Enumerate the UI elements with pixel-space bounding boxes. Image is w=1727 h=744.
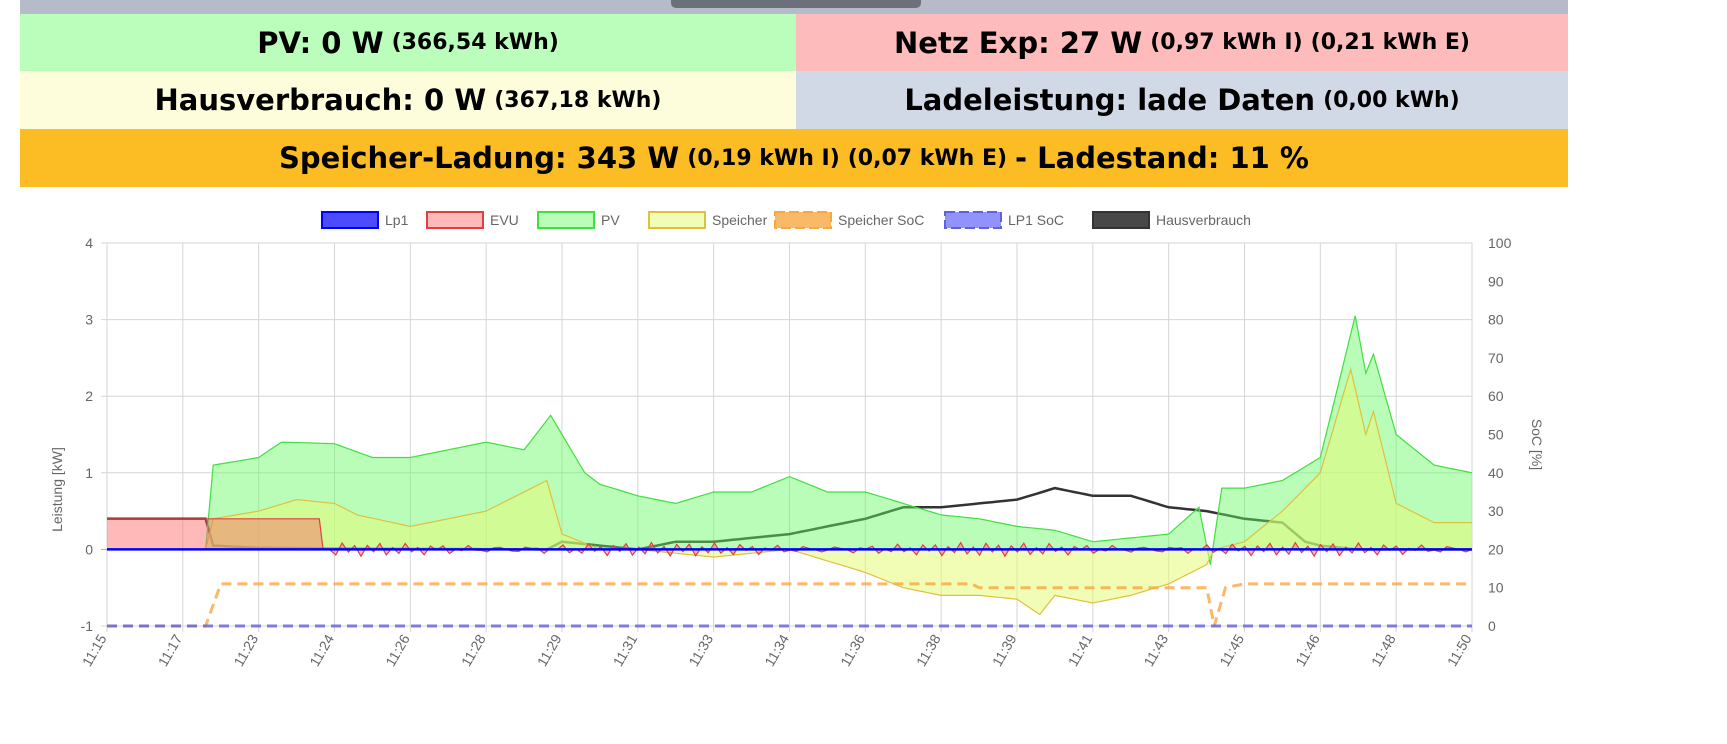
legend-label-pv: PV [601,212,620,228]
y2-tick-label: 30 [1488,503,1504,519]
netz-import: (0,97 kWh I) [1150,30,1303,55]
y2-tick-label: 20 [1488,541,1504,557]
netz-export: (0,21 kWh E) [1310,30,1470,55]
pv-line [107,315,1473,565]
y2-tick-label: 100 [1488,235,1512,251]
x-tick-label: 11:38 [913,631,944,669]
y2-tick-label: 50 [1488,427,1504,443]
y-tick-label: 1 [85,465,93,481]
legend-label-lp1-soc: LP1 SoC [1008,212,1064,228]
legend-label-hausverbrauch: Hausverbrauch [1156,212,1251,228]
y-axis-title: Leistung [kW] [49,447,65,532]
legend-label-speicher-soc: Speicher SoC [838,212,924,228]
netz-panel: Netz Exp: 27 W (0,97 kWh I) (0,21 kWh E) [796,14,1568,71]
speicher-export: (0,07 kWh E) [847,145,1008,171]
y2-tick-label: 80 [1488,312,1504,328]
pv-area [107,315,1472,565]
pv-panel: PV: 0 W (366,54 kWh) [20,14,796,71]
haus-total: (367,18 kWh) [494,87,662,113]
pull-down-handle[interactable] [671,0,921,8]
x-tick-label: 11:33 [685,631,716,669]
x-tick-label: 11:48 [1368,631,1399,669]
x-tick-label: 11:39 [989,631,1020,669]
x-tick-label: 11:15 [79,631,110,669]
legend-swatch-lp1 [321,211,379,229]
y2-tick-label: 70 [1488,350,1504,366]
speicher-soc: - Ladestand: 11 % [1015,141,1309,175]
speicher-panel: Speicher-Ladung: 343 W (0,19 kWh I) (0,0… [20,129,1568,187]
x-tick-label: 11:34 [761,631,792,669]
y-tick-label: -1 [81,618,94,634]
y-tick-label: 4 [85,235,93,251]
y2-axis-title: SoC [%] [1529,419,1545,470]
hausverbrauch-panel: Hausverbrauch: 0 W (367,18 kWh) [20,71,796,129]
ladeleistung-panel: Ladeleistung: lade Daten (0,00 kWh) [796,71,1568,129]
legend-swatch-evu [426,211,484,229]
lade-label: Ladeleistung: lade Daten [904,83,1316,117]
speicher-soc-line [107,582,1472,628]
y2-tick-label: 40 [1488,465,1504,481]
netz-label: Netz Exp: 27 W [894,25,1143,60]
haus-label: Hausverbrauch: 0 W [154,83,487,117]
legend-swatch-pv [537,211,595,229]
power-chart: 11:15 11:17 11:23 11:24 11:26 11:28 11:29 11:31… [49,211,1545,669]
legend-label-evu: EVU [490,212,519,228]
legend-label-speicher: Speicher [712,212,768,228]
legend-swatch-speicher [648,211,706,229]
speicher-import: (0,19 kWh I) [687,145,840,171]
x-tick-label: 11:41 [1065,631,1096,669]
speicher-area [107,369,1472,615]
x-tick-label: 11:24 [306,631,337,669]
evu-area [107,518,1472,557]
legend-swatch-hausverbrauch [1092,211,1150,229]
legend-label-lp1: Lp1 [385,212,409,228]
x-tick-label: 11:46 [1292,631,1323,669]
y-tick-label: 2 [85,388,93,404]
y2-tick-label: 10 [1488,580,1504,596]
x-tick-label: 11:17 [155,631,186,669]
x-tick-label: 11:43 [1140,631,1171,669]
speicher-label: Speicher-Ladung: 343 W [279,141,680,175]
pv-total: (366,54 kWh) [391,30,559,55]
lade-total: (0,00 kWh) [1323,87,1460,113]
y2-tick-label: 90 [1488,273,1504,289]
x-tick-label: 11:29 [534,631,565,669]
y-tick-label: 3 [85,312,93,328]
y-tick-label: 0 [85,541,93,557]
x-tick-label: 11:28 [458,631,489,669]
y2-tick-label: 0 [1488,618,1496,634]
x-tick-label: 11:26 [382,631,413,669]
x-tick-label: 11:45 [1216,631,1247,669]
x-tick-label: 11:50 [1444,631,1475,669]
x-tick-label: 11:23 [230,631,261,669]
pv-label: PV: 0 W [257,25,384,60]
legend-swatch-speicher-soc [774,211,832,229]
y2-tick-label: 60 [1488,388,1504,404]
x-tick-label: 11:31 [610,631,641,669]
legend-swatch-lp1-soc [944,211,1002,229]
x-tick-label: 11:36 [837,631,868,669]
